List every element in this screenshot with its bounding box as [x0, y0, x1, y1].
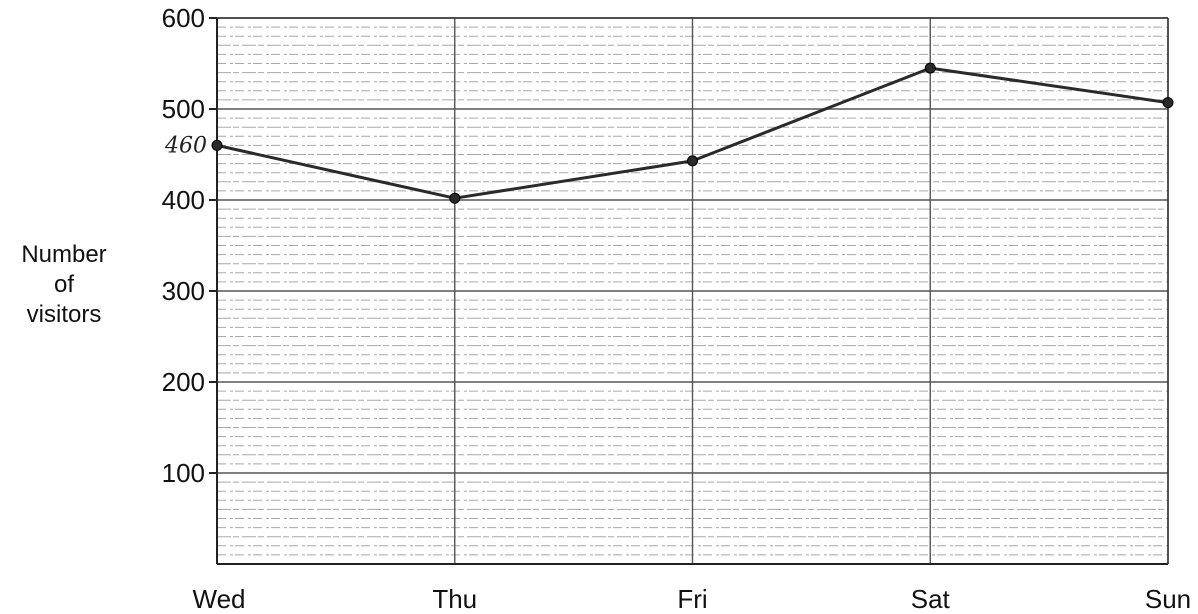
- data-point: [1162, 97, 1174, 109]
- y-tick-label: 300: [162, 276, 205, 306]
- data-point: [687, 155, 698, 167]
- x-tick-label: Wed: [193, 584, 246, 614]
- data-point: [924, 62, 936, 74]
- y-tick-label: 100: [162, 458, 205, 488]
- x-tick-label: Sat: [911, 584, 951, 614]
- y-tick-label: 600: [162, 3, 205, 33]
- y-axis-title-line: of: [54, 271, 74, 298]
- handwritten-annotation: 460: [164, 133, 207, 158]
- y-tick-label: 500: [162, 94, 205, 124]
- y-tick-label: 200: [162, 367, 205, 397]
- annotations: 460: [164, 133, 207, 158]
- series-visitors: [211, 62, 1174, 204]
- data-point: [449, 192, 461, 204]
- grid: [216, 17, 1169, 564]
- y-axis-title-line: visitors: [27, 301, 102, 328]
- x-tick-label: Thu: [432, 584, 477, 614]
- y-axis-title: Number of visitors: [21, 241, 106, 328]
- y-tick-label: 400: [162, 185, 205, 215]
- x-axis-ticks: Wed Thu Fri Sat Sun: [193, 584, 1192, 614]
- y-axis-ticks: 100 200 300 400 500 600: [162, 3, 217, 488]
- x-tick-label: Fri: [677, 584, 707, 614]
- y-axis-title-line: Number: [21, 241, 106, 268]
- data-point: [211, 139, 223, 151]
- x-tick-label: Sun: [1145, 584, 1191, 614]
